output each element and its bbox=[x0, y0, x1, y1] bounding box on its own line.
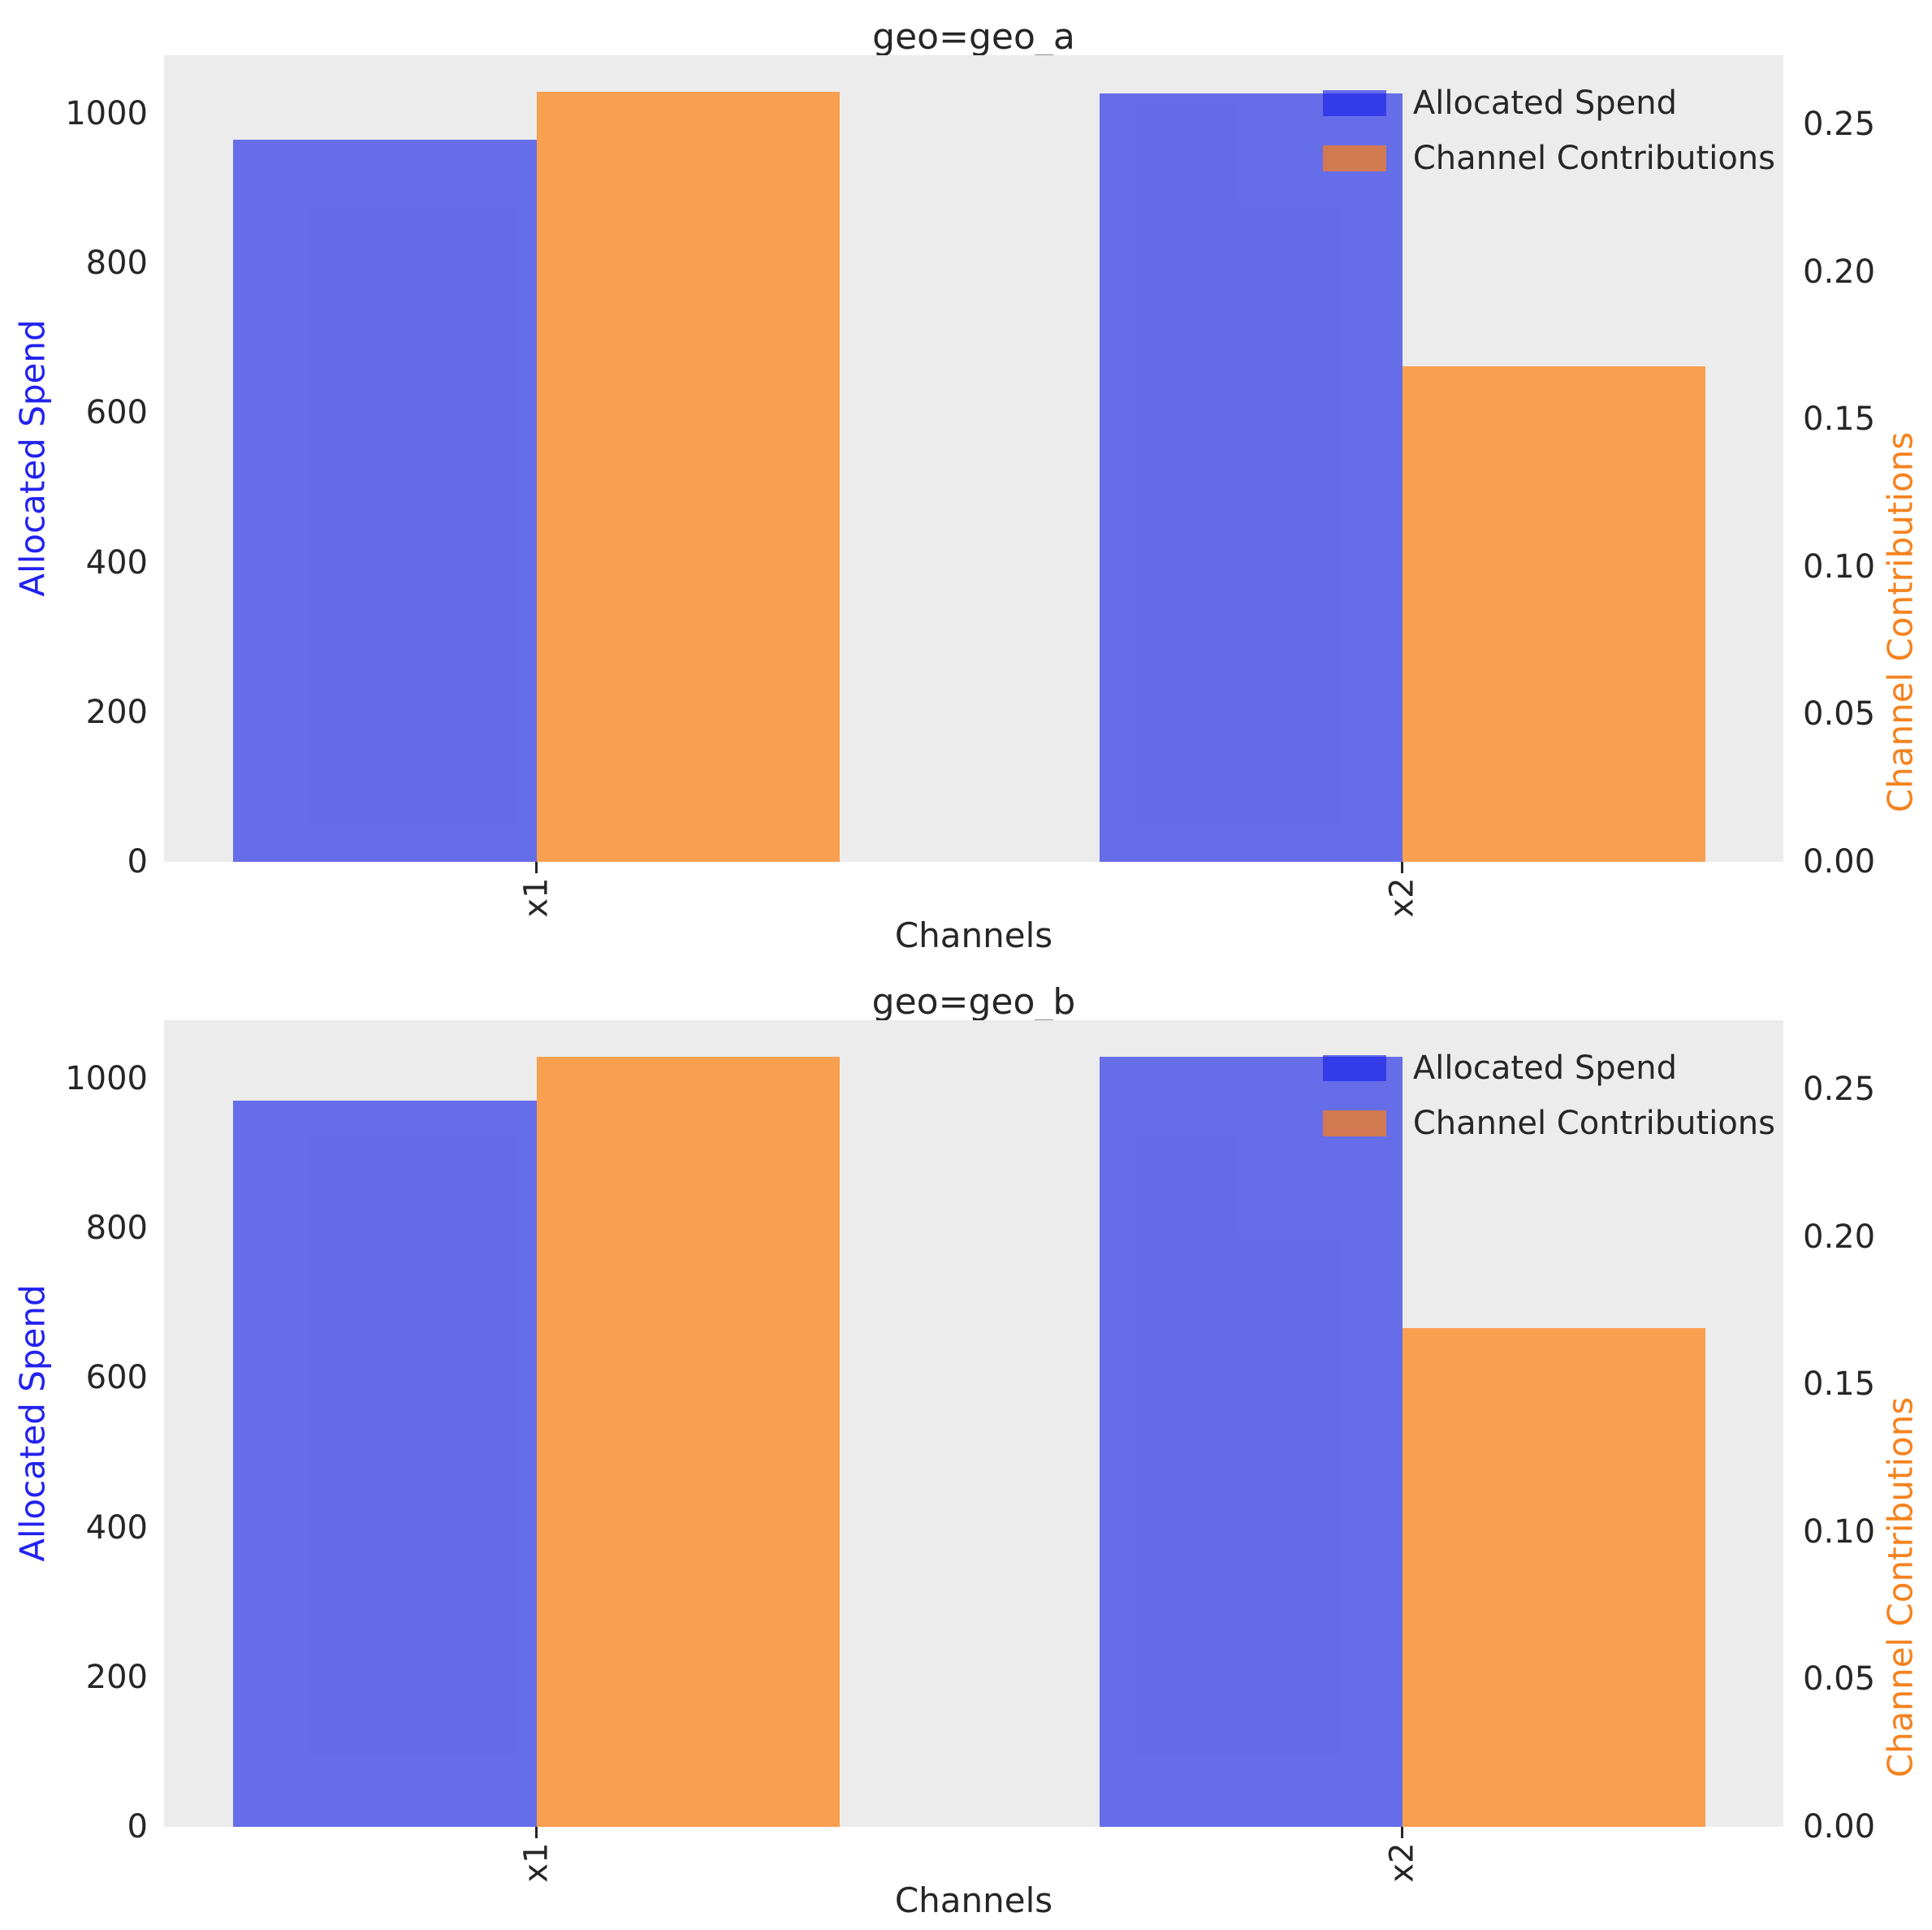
x-axis-label: Channels bbox=[894, 915, 1053, 955]
plot-area: Allocated Spend Channel Contributions bbox=[164, 55, 1783, 862]
bar-contrib-x2 bbox=[1402, 366, 1706, 862]
bar-spend-x1 bbox=[233, 1101, 537, 1827]
bar-spend-x1 bbox=[233, 140, 537, 862]
x-tick-label-text: x1 bbox=[517, 877, 555, 918]
x-tick-label-text: x2 bbox=[1383, 877, 1421, 918]
subplot-geo-b: geo=geo_b Allocated Spend Channel Contri… bbox=[0, 965, 1932, 1930]
left-y-tick-200: 200 bbox=[85, 1658, 148, 1696]
legend-row-contrib: Channel Contributions bbox=[1322, 131, 1775, 186]
left-y-tick-1000: 1000 bbox=[65, 94, 148, 132]
legend-swatch-spend-icon bbox=[1322, 1055, 1386, 1081]
x-tick-mark-x1 bbox=[535, 1827, 538, 1838]
left-y-tick-600: 600 bbox=[85, 394, 148, 432]
bar-contrib-x1 bbox=[536, 1057, 840, 1827]
bars-layer bbox=[164, 1020, 1783, 1827]
legend-label-spend: Allocated Spend bbox=[1412, 1049, 1677, 1087]
right-y-tick-0.25: 0.25 bbox=[1803, 1071, 1876, 1109]
legend-row-spend: Allocated Spend bbox=[1322, 76, 1775, 131]
right-y-tick-0.05: 0.05 bbox=[1803, 1660, 1876, 1698]
legend-label-contrib: Channel Contributions bbox=[1412, 140, 1775, 177]
right-y-tick-0.05: 0.05 bbox=[1803, 695, 1876, 733]
right-y-tick-0.15: 0.15 bbox=[1803, 400, 1876, 439]
right-y-axis-label: Channel Contributions bbox=[1880, 431, 1921, 813]
right-y-tick-0.15: 0.15 bbox=[1803, 1365, 1876, 1404]
bar-contrib-x1 bbox=[536, 92, 840, 862]
right-y-tick-0.20: 0.20 bbox=[1803, 1218, 1876, 1256]
left-y-tick-200: 200 bbox=[85, 693, 148, 731]
left-y-tick-0: 0 bbox=[127, 1808, 148, 1846]
left-y-axis-label: Allocated Spend bbox=[12, 1284, 53, 1562]
right-y-tick-0.20: 0.20 bbox=[1803, 253, 1876, 291]
x-tick-mark-x1 bbox=[535, 862, 538, 873]
legend-label-spend: Allocated Spend bbox=[1412, 84, 1677, 122]
x-tick-mark-x2 bbox=[1401, 1827, 1404, 1838]
left-y-tick-400: 400 bbox=[85, 1508, 148, 1547]
bars-layer bbox=[164, 55, 1783, 862]
left-y-tick-800: 800 bbox=[85, 1209, 148, 1248]
left-y-tick-400: 400 bbox=[85, 543, 148, 582]
legend-row-spend: Allocated Spend bbox=[1322, 1041, 1775, 1096]
right-y-tick-0.25: 0.25 bbox=[1803, 106, 1876, 144]
right-y-axis-label: Channel Contributions bbox=[1880, 1396, 1921, 1778]
x-tick-label-text: x1 bbox=[517, 1842, 555, 1883]
right-y-tick-0.10: 0.10 bbox=[1803, 547, 1876, 586]
x-tick-label-text: x2 bbox=[1383, 1842, 1421, 1883]
bar-spend-x2 bbox=[1099, 1057, 1403, 1827]
legend-swatch-contrib-icon bbox=[1322, 145, 1386, 171]
legend-label-contrib: Channel Contributions bbox=[1412, 1105, 1775, 1142]
right-y-tick-0.00: 0.00 bbox=[1803, 1808, 1876, 1846]
right-y-tick-0.00: 0.00 bbox=[1803, 843, 1876, 881]
legend: Allocated Spend Channel Contributions bbox=[1322, 1041, 1775, 1151]
left-y-axis-label: Allocated Spend bbox=[12, 319, 53, 597]
legend-row-contrib: Channel Contributions bbox=[1322, 1096, 1775, 1151]
chart-title: geo=geo_b bbox=[871, 981, 1076, 1023]
left-y-tick-1000: 1000 bbox=[65, 1059, 148, 1097]
chart-title: geo=geo_a bbox=[872, 16, 1075, 58]
left-y-tick-0: 0 bbox=[127, 843, 148, 881]
left-y-tick-600: 600 bbox=[85, 1359, 148, 1397]
right-y-tick-0.10: 0.10 bbox=[1803, 1512, 1876, 1551]
legend: Allocated Spend Channel Contributions bbox=[1322, 76, 1775, 186]
bar-contrib-x2 bbox=[1402, 1328, 1706, 1827]
legend-swatch-spend-icon bbox=[1322, 90, 1386, 116]
x-tick-mark-x2 bbox=[1401, 862, 1404, 873]
left-y-tick-800: 800 bbox=[85, 244, 148, 283]
bar-spend-x2 bbox=[1099, 93, 1403, 862]
subplot-geo-a: geo=geo_a Allocated Spend Channel Contri… bbox=[12, 16, 1921, 955]
plot-area: Allocated Spend Channel Contributions bbox=[164, 1020, 1783, 1827]
legend-swatch-contrib-icon bbox=[1322, 1110, 1386, 1136]
x-axis-label: Channels bbox=[894, 1880, 1053, 1920]
